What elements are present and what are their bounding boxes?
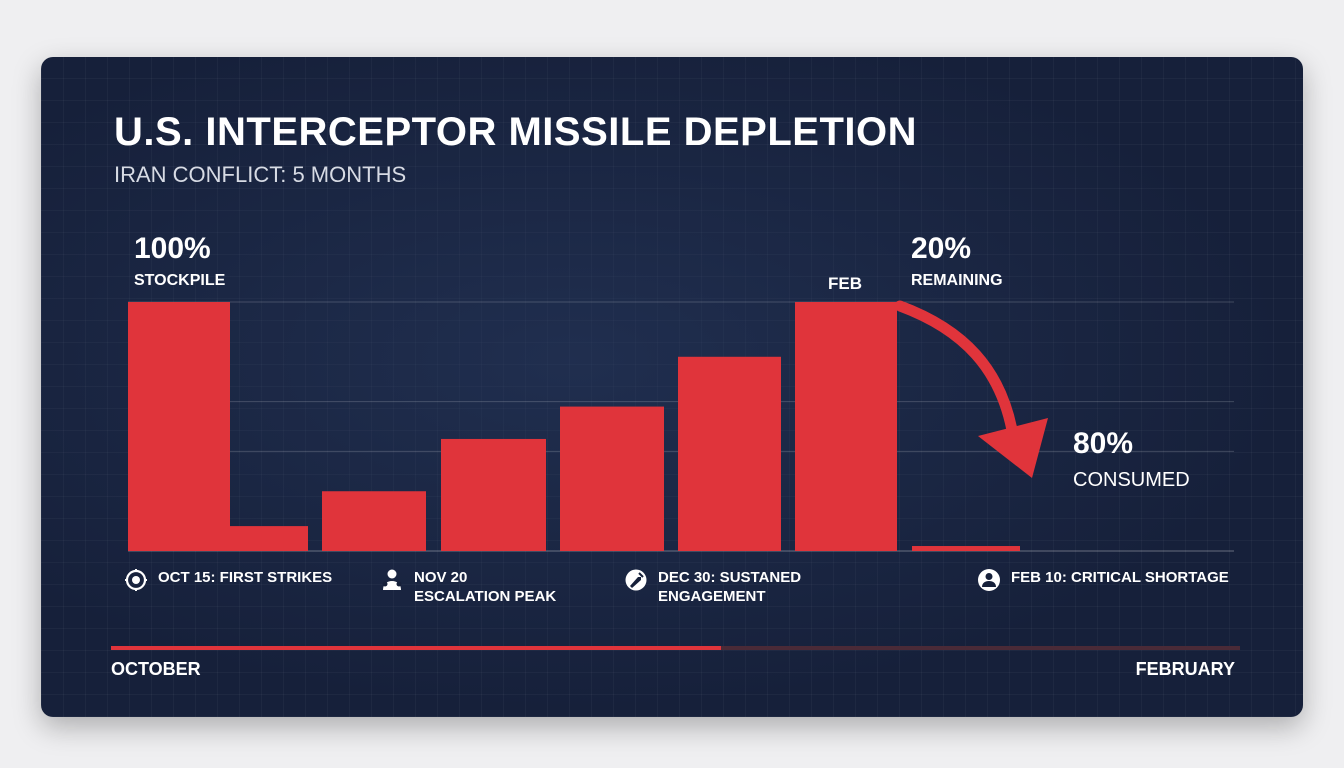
group-icon bbox=[978, 569, 1000, 591]
bar-1 bbox=[128, 302, 230, 551]
bar-7 bbox=[795, 302, 897, 551]
event-3-line2: ENGAGEMENT bbox=[658, 588, 766, 605]
bar-8 bbox=[912, 546, 1020, 551]
event-sustained-engagement: DEC 30: SUSTANED ENGAGEMENT bbox=[624, 568, 801, 606]
event-escalation-peak: NOV 20 ESCALATION PEAK bbox=[380, 568, 556, 606]
event-2-line1: NOV 20 bbox=[414, 569, 468, 586]
bar-6 bbox=[678, 356, 781, 551]
stockpile-callout: 100% STOCKPILE bbox=[134, 232, 225, 290]
arrow-shaft bbox=[894, 300, 1018, 436]
chart-title: U.S. INTERCEPTOR MISSILE DEPLETION bbox=[114, 110, 918, 154]
bar-4 bbox=[441, 438, 546, 551]
event-critical-shortage: FEB 10: CRITICAL SHORTAGE bbox=[977, 568, 1229, 592]
event-4-text: FEB 10: CRITICAL SHORTAGE bbox=[1011, 569, 1229, 586]
consumed-value: 80% bbox=[1073, 427, 1134, 460]
missile-icon bbox=[625, 569, 647, 591]
timeline-track bbox=[111, 646, 1240, 650]
event-3-line1: DEC 30: SUSTANED bbox=[658, 569, 802, 586]
remaining-label: REMAINING bbox=[911, 272, 1003, 289]
timeline-start-label: OCTOBER bbox=[111, 659, 201, 679]
bar-5 bbox=[560, 406, 664, 551]
personnel-icon bbox=[382, 569, 402, 590]
bar-3 bbox=[322, 491, 426, 551]
target-icon bbox=[125, 569, 147, 591]
chart-card bbox=[41, 57, 1303, 717]
stockpile-label: STOCKPILE bbox=[134, 272, 226, 289]
feb-bar-label: FEB bbox=[828, 274, 862, 293]
depletion-arrow bbox=[894, 300, 1048, 478]
chart-subtitle: IRAN CONFLICT: 5 MONTHS bbox=[114, 162, 407, 187]
consumed-callout: 80% CONSUMED bbox=[1073, 427, 1190, 492]
timeline-progress bbox=[111, 646, 721, 650]
consumed-label: CONSUMED bbox=[1073, 469, 1190, 491]
event-first-strikes: OCT 15: FIRST STRIKES bbox=[124, 568, 332, 592]
stockpile-value: 100% bbox=[134, 232, 211, 265]
timeline-end-label: FEBRUARY bbox=[1135, 659, 1235, 679]
remaining-callout: 20% REMAINING bbox=[911, 232, 1003, 290]
chart-bars bbox=[128, 302, 1020, 551]
event-2-line2: ESCALATION PEAK bbox=[414, 588, 557, 605]
remaining-value: 20% bbox=[911, 232, 972, 265]
bar-2 bbox=[230, 526, 308, 551]
event-1-text: OCT 15: FIRST STRIKES bbox=[158, 569, 333, 586]
arrow-head bbox=[978, 418, 1048, 478]
